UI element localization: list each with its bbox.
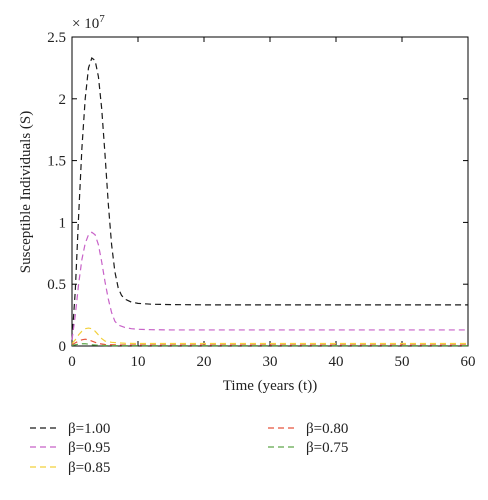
series-line-4 <box>71 343 468 347</box>
x-tick-label: 50 <box>395 354 410 370</box>
legend-label-0: β=1.00 <box>68 421 110 437</box>
legend-label-1: β=0.95 <box>68 440 110 456</box>
legend-label-3: β=0.80 <box>306 421 348 437</box>
series-line-1 <box>71 231 468 340</box>
legend-label-4: β=0.75 <box>306 440 348 456</box>
x-axis-title: Time (years (t)) <box>223 378 317 394</box>
series-lines <box>71 57 468 347</box>
x-tick-label: 20 <box>197 354 212 370</box>
x-tick-label: 0 <box>68 354 76 370</box>
series-line-2 <box>71 327 468 345</box>
x-tick-label: 60 <box>461 354 476 370</box>
axes <box>71 36 469 347</box>
y-tick-label: 1 <box>59 215 67 231</box>
plot-frame <box>71 36 469 347</box>
y-axis-title: Susceptible Individuals (S) <box>18 111 34 273</box>
series-line-3 <box>71 338 468 346</box>
x-axis: 0 10 20 30 40 50 60 <box>68 37 476 370</box>
y-axis: 0 0.5 1 1.5 2 2.5 <box>47 30 468 355</box>
legend: β=1.00 β=0.95 β=0.85 β=0.80 β=0.75 <box>30 421 348 476</box>
y-tick-label: 1.5 <box>47 154 66 170</box>
x-tick-label: 10 <box>131 354 146 370</box>
y-tick-label: 0.5 <box>47 277 66 293</box>
legend-label-2: β=0.85 <box>68 460 110 476</box>
y-multiplier-label: × 107 <box>72 13 105 32</box>
x-tick-label: 30 <box>263 354 278 370</box>
y-tick-label: 2.5 <box>47 30 66 46</box>
y-tick-label: 0 <box>59 339 67 355</box>
series-line-0 <box>71 57 468 340</box>
x-tick-label: 40 <box>329 354 344 370</box>
y-tick-label: 2 <box>59 92 67 108</box>
